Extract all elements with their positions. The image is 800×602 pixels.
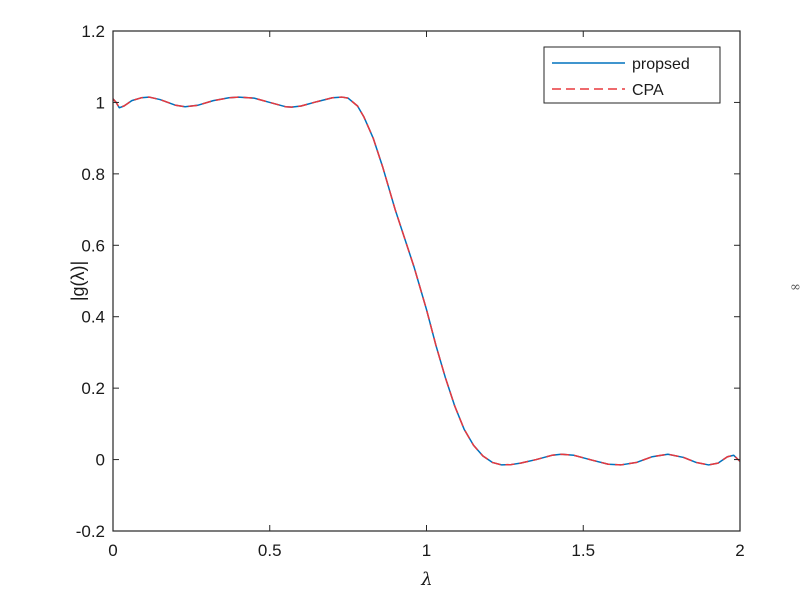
y-axis-label: |g(λ)| (68, 261, 88, 301)
x-axis-label: λ (420, 569, 432, 590)
x-tick-label: 0.5 (258, 541, 282, 560)
x-tick-label: 1.5 (571, 541, 595, 560)
y-tick-label: 1.2 (81, 22, 105, 41)
y-tick-label: 0.6 (81, 236, 105, 255)
y-tick-label: 0.4 (81, 308, 105, 327)
series-line-cpa (112, 96, 741, 466)
y-tick-label: 1 (96, 93, 105, 112)
x-tick-label: 1 (422, 541, 431, 560)
x-tick-label: 2 (735, 541, 744, 560)
legend-label-cpa: CPA (632, 82, 664, 99)
x-tick-label: 0 (108, 541, 117, 560)
y-tick-label: 0 (96, 451, 105, 470)
ticks-layer (112, 30, 741, 532)
y-tick-label: 0.2 (81, 379, 105, 398)
y-tick-labels: -0.2 0 0.2 0.4 0.6 0.8 1 1.2 (76, 22, 105, 541)
plot-area (113, 31, 740, 531)
legend-label-propsed: propsed (632, 56, 690, 73)
series-layer (112, 96, 741, 466)
legend-box (543, 46, 721, 104)
legend: propsed CPA (543, 46, 721, 104)
y-tick-label: 0.8 (81, 165, 105, 184)
edge-glyph: ∞ (790, 280, 800, 295)
y-tick-label: -0.2 (76, 522, 105, 541)
x-tick-labels: 0 0.5 1 1.5 2 (108, 541, 744, 560)
